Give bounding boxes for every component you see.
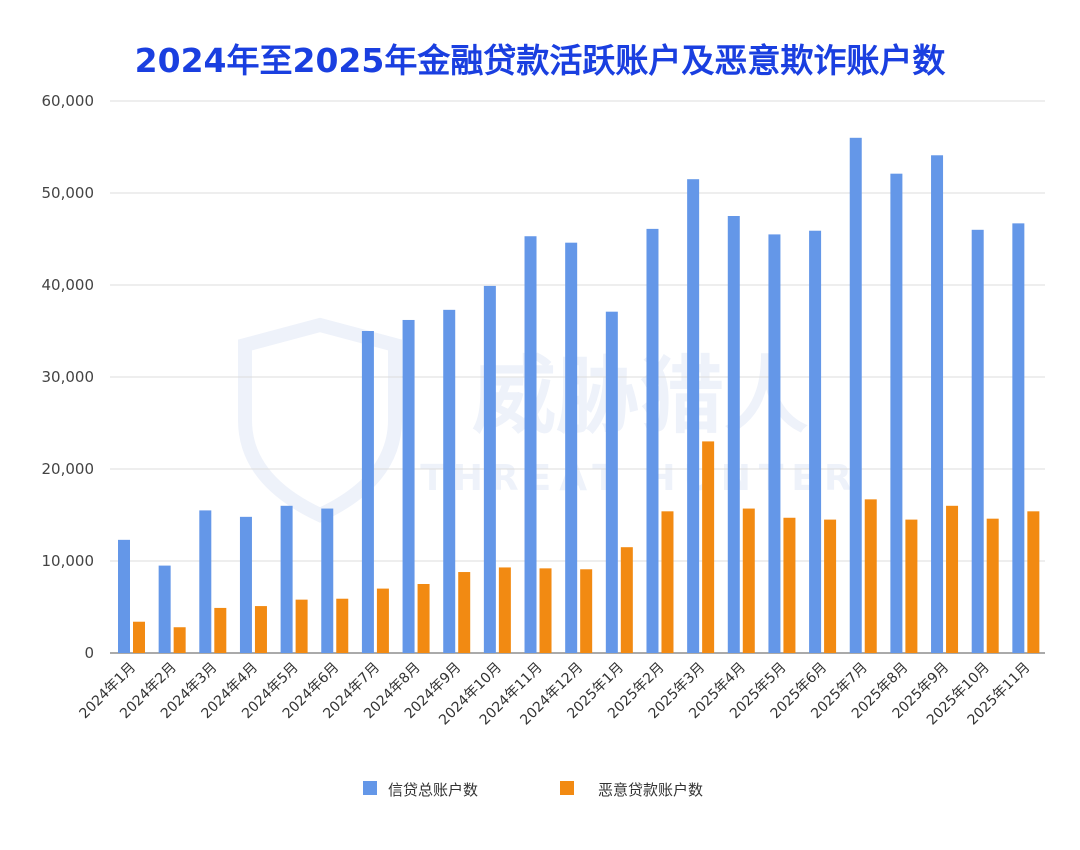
bar-total-accounts	[768, 234, 781, 653]
bar-malicious-accounts	[661, 511, 674, 653]
chart-title: 2024年至2025年金融贷款活跃账户及恶意欺诈账户数	[134, 41, 946, 80]
bar-total-accounts	[199, 510, 212, 653]
watermark-text: 威胁猎人	[472, 347, 808, 445]
bar-total-accounts	[118, 539, 130, 653]
y-tick-label: 10,000	[42, 552, 95, 570]
bar-total-accounts	[605, 311, 618, 653]
bar-malicious-accounts	[1027, 511, 1040, 653]
bar-malicious-accounts	[905, 519, 918, 653]
bar-malicious-accounts	[254, 606, 267, 653]
bar-malicious-accounts	[864, 499, 877, 653]
bar-malicious-accounts	[742, 508, 755, 653]
bar-total-accounts	[931, 155, 944, 653]
bar-total-accounts	[321, 508, 334, 653]
bar-malicious-accounts	[986, 518, 999, 653]
bar-malicious-accounts	[539, 568, 552, 653]
bar-total-accounts	[727, 216, 740, 653]
bar-malicious-accounts	[824, 519, 837, 653]
bar-total-accounts	[402, 319, 415, 653]
bar-malicious-accounts	[620, 547, 633, 653]
y-tick-label: 30,000	[42, 368, 95, 386]
y-tick-label: 50,000	[42, 184, 95, 202]
bar-total-accounts	[971, 229, 984, 654]
bar-total-accounts	[443, 309, 456, 653]
bar-malicious-accounts	[376, 588, 389, 653]
legend-swatch	[363, 781, 377, 795]
bar-malicious-accounts	[458, 572, 471, 653]
bar-total-accounts	[1012, 223, 1025, 654]
bar-total-accounts	[646, 228, 659, 653]
bar-total-accounts	[890, 173, 903, 653]
bar-total-accounts	[687, 179, 700, 653]
bar-malicious-accounts	[133, 621, 145, 653]
bar-malicious-accounts	[702, 441, 715, 653]
bar-total-accounts	[361, 331, 374, 653]
bar-total-accounts	[565, 242, 578, 653]
bar-total-accounts	[809, 230, 822, 653]
y-tick-label: 0	[84, 644, 94, 662]
bar-total-accounts	[483, 285, 496, 653]
bar-malicious-accounts	[214, 607, 227, 653]
y-tick-label: 60,000	[42, 92, 95, 110]
bar-malicious-accounts	[580, 569, 593, 653]
bar-total-accounts	[524, 236, 537, 654]
legend-swatch	[560, 781, 574, 795]
y-tick-label: 40,000	[42, 276, 95, 294]
bar-total-accounts	[158, 565, 171, 653]
bar-malicious-accounts	[417, 584, 430, 653]
bar-malicious-accounts	[498, 567, 511, 653]
legend-label: 恶意贷款账户数	[598, 781, 703, 799]
bar-malicious-accounts	[783, 517, 796, 653]
watermark-shield-icon	[238, 317, 402, 523]
bar-total-accounts	[239, 516, 252, 653]
bar-malicious-accounts	[173, 627, 186, 653]
legend-label: 信贷总账户数	[388, 781, 478, 799]
bar-malicious-accounts	[295, 599, 308, 653]
bar-total-accounts	[849, 137, 862, 654]
bar-total-accounts	[280, 505, 293, 653]
y-tick-label: 20,000	[42, 460, 95, 478]
bar-malicious-accounts	[946, 505, 959, 653]
bar-malicious-accounts	[336, 598, 349, 653]
